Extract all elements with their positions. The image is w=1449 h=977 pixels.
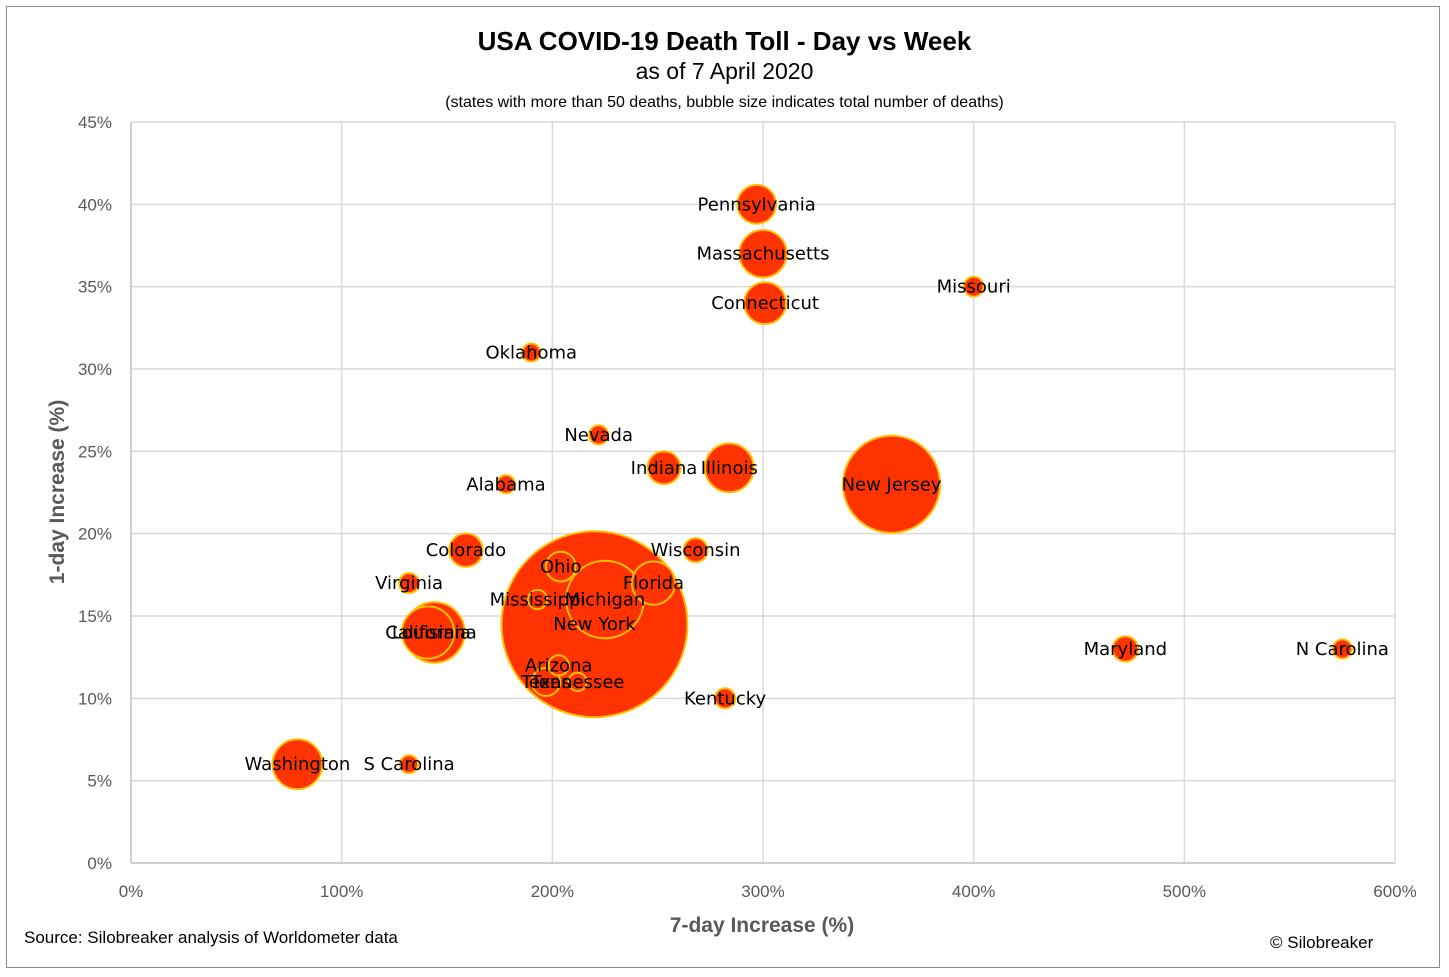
- bubble-label: Kentucky: [684, 688, 767, 709]
- bubble-point: [547, 654, 570, 677]
- bubble-label: Nevada: [564, 425, 633, 446]
- y-tick-label: 15%: [78, 607, 112, 626]
- bubble-point: [646, 450, 682, 486]
- bubble-point: [448, 532, 484, 568]
- x-tick-label: 0%: [119, 882, 144, 901]
- bubble-label: Connecticut: [711, 293, 819, 314]
- bubble-point: [544, 550, 577, 583]
- bubble-label: Maryland: [1084, 639, 1167, 660]
- bubble-label: Colorado: [426, 540, 506, 561]
- x-tick-label: 600%: [1373, 882, 1416, 901]
- x-tick-label: 400%: [952, 882, 995, 901]
- bubble-label: Michigan: [565, 590, 646, 611]
- bubble-label: Tennessee: [530, 672, 625, 693]
- bubble-point: [567, 671, 588, 692]
- bubble-label: Massachusetts: [696, 244, 829, 265]
- bubble-label: Wisconsin: [651, 540, 741, 561]
- x-tick-label: 200%: [531, 882, 574, 901]
- bubble-point: [841, 434, 942, 534]
- bubble-point: [1111, 635, 1140, 663]
- bubble-label: Louisiana: [392, 622, 477, 643]
- y-tick-label: 10%: [78, 689, 112, 708]
- bubble-point: [682, 537, 709, 564]
- bubble-label: Mississippi: [490, 590, 586, 611]
- bubble-label: Florida: [623, 573, 684, 594]
- y-tick-label: 0%: [87, 854, 112, 873]
- bubble-point: [736, 183, 778, 225]
- source-note: Source: Silobreaker analysis of Worldome…: [24, 928, 398, 947]
- tick-labels: 0% 5% 10% 15% 20% 25% 30% 35% 40% 45% 0% 100% 200% 30…: [78, 113, 1417, 901]
- x-axis-title: 7-day Increase (%): [670, 914, 854, 937]
- bubble-point: [962, 275, 985, 298]
- bubble-point: [1331, 638, 1353, 660]
- bubble-point: [521, 342, 542, 363]
- bubble-label: Texas: [520, 672, 571, 693]
- bubble-point: [526, 588, 549, 611]
- bubble-point: [738, 229, 788, 279]
- chart-note: (states with more than 50 deaths, bubble…: [445, 94, 1004, 111]
- bubble-point: [271, 738, 324, 791]
- bubble-label: Arizona: [525, 655, 593, 676]
- chart-title: USA COVID-19 Death Toll - Day vs Week: [477, 26, 972, 56]
- x-tick-label: 500%: [1163, 882, 1206, 901]
- bubble-label: Illinois: [701, 458, 758, 479]
- bubble-label: New Jersey: [842, 474, 942, 495]
- bubble-point: [703, 442, 755, 494]
- bubble-label: Ohio: [540, 557, 582, 578]
- chart-frame: [6, 6, 1440, 968]
- bubble-label: New York: [553, 614, 636, 635]
- bubble-label: Missouri: [937, 277, 1011, 298]
- bubble-label: S Carolina: [363, 754, 454, 775]
- bubble-label: Indiana: [631, 458, 698, 479]
- copyright-note: © Silobreaker: [1270, 933, 1374, 952]
- bubble-label: Virginia: [375, 573, 443, 594]
- y-axis-title: 1-day Increase (%): [46, 400, 69, 584]
- y-tick-label: 40%: [78, 195, 112, 214]
- y-tick-label: 45%: [78, 113, 112, 132]
- bubble-label: California: [385, 622, 470, 643]
- y-tick-label: 25%: [78, 442, 112, 461]
- bubble-point: [713, 687, 737, 710]
- bubble-labels: New York New Jersey Michigan LouisianaCalif…: [245, 194, 1389, 775]
- y-tick-label: 5%: [87, 772, 112, 791]
- gridlines: [131, 121, 1396, 863]
- x-tick-label: 300%: [741, 882, 784, 901]
- axes: [130, 122, 1395, 864]
- bubble-point: [398, 572, 421, 595]
- bubble-point: [400, 605, 456, 660]
- bubbles: [271, 183, 1353, 791]
- bubble-label: Pennsylvania: [698, 194, 816, 215]
- bubble-point: [495, 474, 517, 495]
- bubble-point: [588, 424, 610, 446]
- bubble-point: [630, 560, 677, 606]
- bubble-label: Oklahoma: [485, 343, 577, 364]
- chart-subtitle: as of 7 April 2020: [635, 58, 814, 84]
- x-tick-label: 100%: [320, 882, 363, 901]
- bubble-point: [743, 281, 788, 326]
- y-tick-label: 20%: [78, 525, 112, 544]
- bubble-label: N Carolina: [1296, 639, 1389, 660]
- bubble-label: Alabama: [466, 474, 545, 495]
- bubble-point: [399, 754, 420, 775]
- y-tick-label: 35%: [78, 278, 112, 297]
- y-tick-label: 30%: [78, 360, 112, 379]
- bubble-label: Washington: [245, 754, 351, 775]
